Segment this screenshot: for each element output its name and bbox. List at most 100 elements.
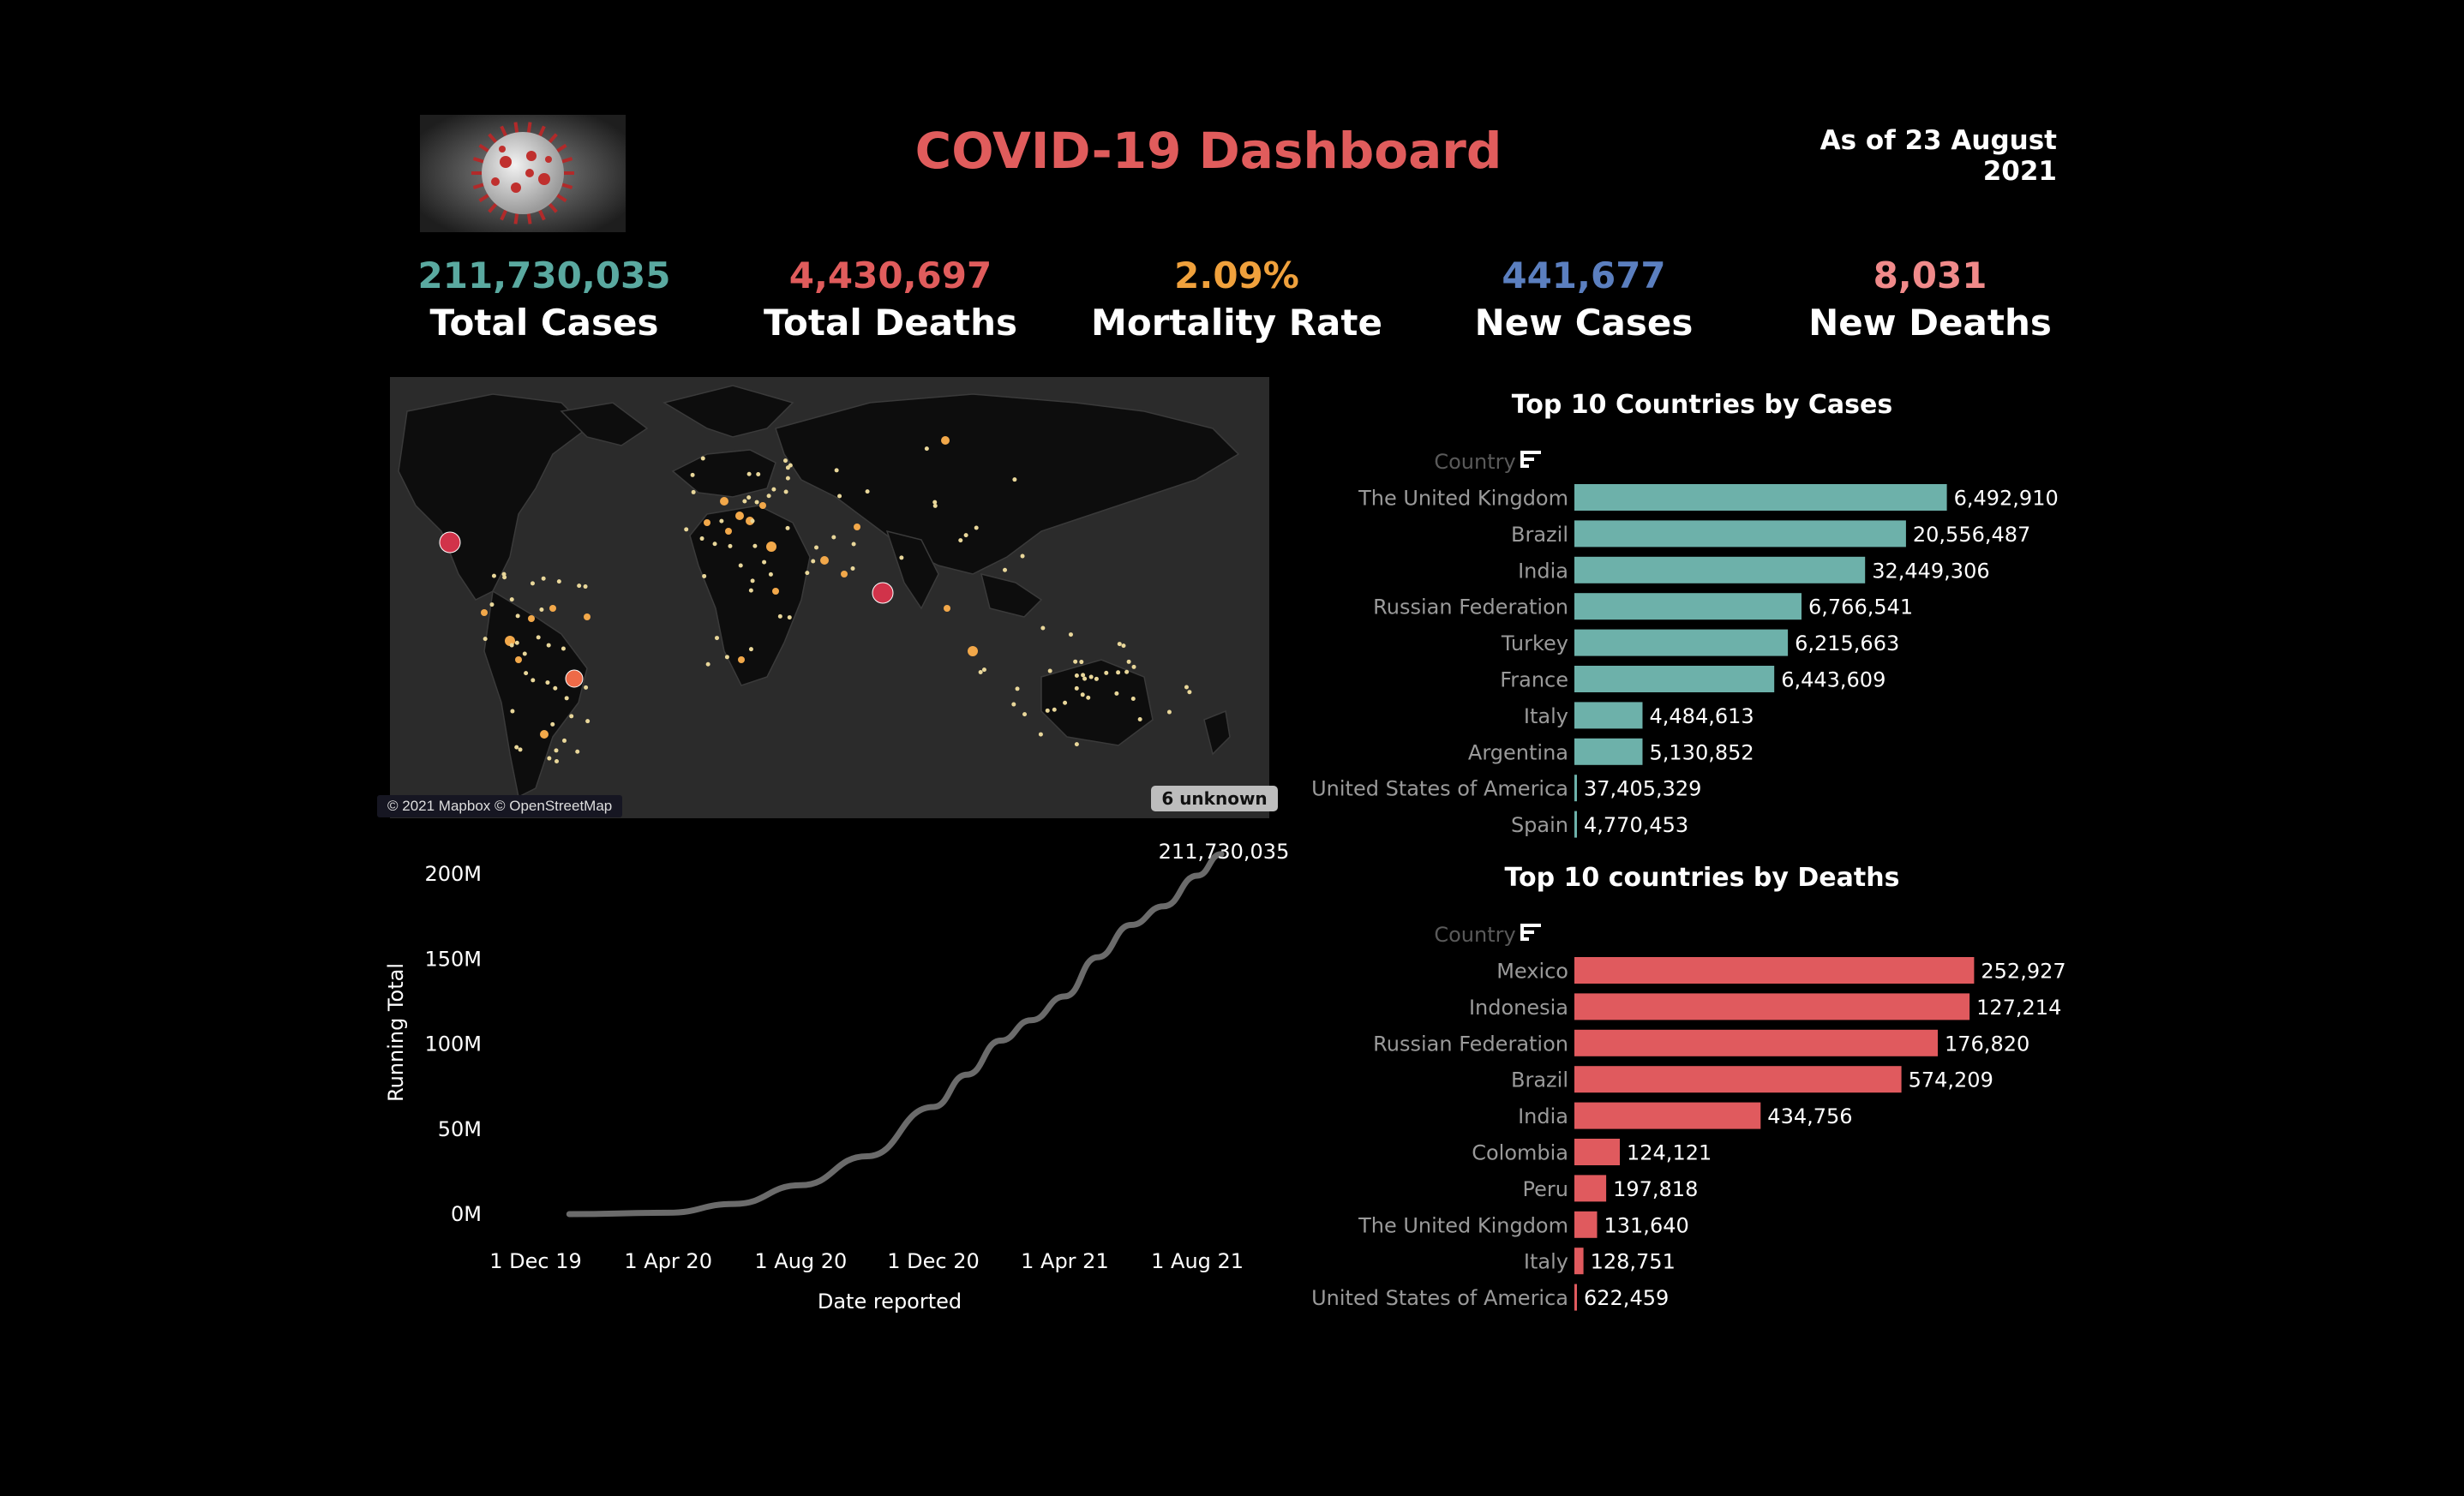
map-marker[interactable] [1184, 685, 1189, 690]
map-marker[interactable] [768, 571, 773, 577]
map-marker[interactable] [782, 458, 788, 464]
map-marker[interactable] [837, 494, 842, 499]
map-marker[interactable] [483, 637, 488, 642]
map-marker[interactable] [831, 535, 836, 540]
map-marker[interactable] [719, 518, 724, 524]
map-marker[interactable] [785, 525, 790, 530]
map-marker[interactable] [756, 472, 761, 477]
map-marker[interactable] [1045, 708, 1050, 713]
map-marker[interactable] [524, 671, 529, 676]
map-marker[interactable] [550, 721, 555, 727]
sort-filter-icon[interactable] [1520, 924, 1541, 941]
map-marker[interactable] [491, 573, 496, 578]
map-marker[interactable] [1011, 702, 1016, 707]
cases-bar[interactable] [1574, 702, 1643, 729]
map-marker[interactable] [585, 719, 591, 724]
cases-bar[interactable] [1574, 556, 1866, 583]
cases-bar[interactable] [1574, 593, 1802, 620]
map-marker[interactable] [539, 607, 544, 612]
map-marker[interactable] [1063, 700, 1068, 705]
top-cases-bar-chart[interactable]: Country The United Kingdom 6,492,910 Brazil… [1311, 441, 2117, 840]
map-marker[interactable] [1068, 632, 1073, 637]
map-marker[interactable] [932, 503, 938, 508]
map-small-markers[interactable] [483, 446, 1192, 763]
map-marker[interactable] [1130, 696, 1136, 701]
map-case-markers[interactable] [439, 436, 978, 739]
map-marker[interactable] [554, 748, 559, 753]
cases-bar[interactable] [1574, 811, 1577, 838]
cases-bar[interactable] [1574, 775, 1577, 802]
map-marker[interactable] [748, 647, 753, 652]
map-marker[interactable] [501, 571, 507, 577]
map-marker[interactable] [1082, 676, 1088, 681]
map-marker[interactable] [509, 643, 514, 648]
map-marker[interactable] [1104, 670, 1109, 675]
map-marker[interactable] [547, 756, 552, 761]
map-marker[interactable] [530, 581, 535, 586]
deaths-bar[interactable] [1574, 1029, 1938, 1056]
map-marker[interactable] [1015, 686, 1020, 691]
deaths-bar[interactable] [1574, 1139, 1620, 1165]
cases-bar[interactable] [1574, 666, 1775, 692]
cases-bar[interactable] [1574, 520, 1906, 548]
map-marker[interactable] [1052, 707, 1057, 712]
map-marker[interactable] [752, 543, 758, 548]
map-marker[interactable] [981, 667, 986, 673]
map-marker[interactable] [851, 542, 856, 547]
map-marker[interactable] [569, 714, 574, 719]
map-marker[interactable] [541, 576, 546, 581]
map-marker[interactable] [748, 588, 753, 593]
map-marker[interactable] [1038, 732, 1043, 737]
map-marker[interactable] [561, 646, 566, 651]
map-marker[interactable] [1080, 692, 1085, 697]
map-marker[interactable] [771, 487, 776, 492]
map-marker[interactable] [556, 579, 561, 584]
map-marker[interactable] [514, 640, 519, 645]
unknown-locations-badge[interactable]: 6 unknown [1151, 786, 1278, 811]
map-marker[interactable] [510, 709, 515, 714]
map-marker[interactable] [932, 500, 938, 505]
map-marker[interactable] [783, 489, 788, 494]
deaths-bar[interactable] [1574, 1248, 1584, 1275]
map-marker[interactable] [1040, 625, 1046, 631]
map-marker[interactable] [1117, 642, 1122, 647]
map-marker[interactable] [515, 613, 520, 619]
map-marker[interactable] [700, 456, 705, 461]
map-marker[interactable] [1022, 712, 1028, 717]
map-marker[interactable] [712, 542, 717, 547]
map-marker[interactable] [750, 578, 755, 583]
map-marker[interactable] [762, 560, 767, 565]
map-marker[interactable] [865, 489, 870, 494]
map-marker[interactable] [958, 538, 963, 543]
map-marker[interactable] [742, 499, 747, 504]
map-marker[interactable] [785, 476, 790, 481]
map-marker[interactable] [1003, 567, 1008, 572]
map-marker[interactable] [814, 545, 819, 550]
map-marker[interactable] [724, 655, 729, 660]
map-marker[interactable] [684, 527, 689, 532]
map-marker[interactable] [509, 597, 514, 602]
map-marker[interactable] [777, 613, 782, 619]
map-marker[interactable] [1124, 669, 1130, 674]
country-axis-header[interactable]: Country [1434, 923, 1515, 947]
map-marker[interactable] [1137, 717, 1142, 722]
map-marker[interactable] [963, 533, 968, 538]
map-marker[interactable] [805, 571, 810, 576]
map-marker[interactable] [715, 636, 720, 641]
map-marker[interactable] [1074, 742, 1079, 747]
map-marker[interactable] [728, 543, 733, 548]
deaths-bar[interactable] [1574, 1284, 1577, 1311]
deaths-bar[interactable] [1574, 957, 1975, 984]
cases-bar[interactable] [1574, 629, 1789, 656]
deaths-bar[interactable] [1574, 993, 1970, 1020]
map-marker[interactable] [705, 661, 710, 667]
map-marker[interactable] [1073, 659, 1078, 664]
cases-bar[interactable] [1574, 484, 1947, 511]
map-marker[interactable] [702, 573, 707, 578]
map-marker[interactable] [899, 555, 904, 560]
map-marker[interactable] [1126, 659, 1131, 664]
map-marker[interactable] [553, 685, 558, 691]
map-marker[interactable] [1088, 674, 1094, 679]
map-marker[interactable] [754, 500, 759, 505]
map-marker[interactable] [518, 747, 523, 752]
